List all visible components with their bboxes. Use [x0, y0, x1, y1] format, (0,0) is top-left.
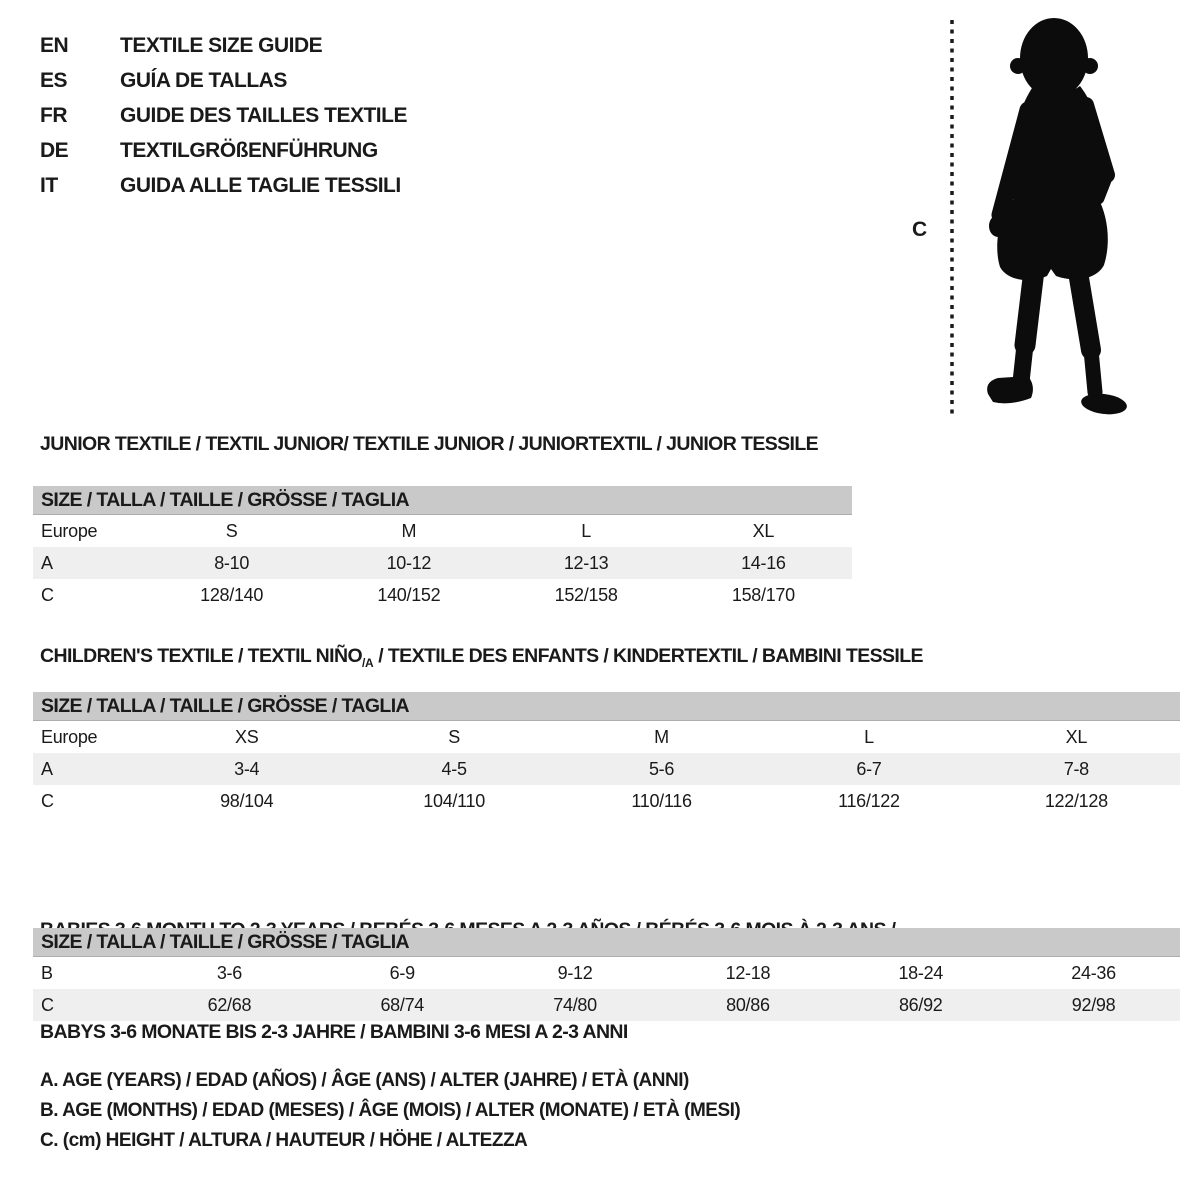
language-title: TEXTILGRÖßENFÜHRUNG [120, 138, 378, 162]
language-title-block: EN TEXTILE SIZE GUIDE ES GUÍA DE TALLAS … [40, 28, 407, 203]
table-row-months: B 3-6 6-9 9-12 12-18 18-24 24-36 [33, 957, 1180, 989]
childrens-heading-pre: CHILDREN'S TEXTILE / TEXTIL NIÑO [40, 645, 363, 667]
language-code: FR [40, 103, 68, 127]
table-row-age: A 8-10 10-12 12-13 14-16 [33, 547, 852, 579]
language-code: EN [40, 33, 69, 57]
row-label: Europe [41, 726, 98, 747]
row-label: C [41, 790, 54, 811]
cell: XS [234, 726, 259, 747]
row-label: C [41, 994, 54, 1015]
table-row-height: C 128/140 140/152 152/158 158/170 [33, 579, 852, 611]
height-label-c: C [912, 218, 928, 241]
cell: 152/158 [554, 584, 618, 605]
cell: 6-7 [856, 758, 882, 779]
table-row-europe: Europe S M L XL [33, 515, 852, 547]
language-title: TEXTILE SIZE GUIDE [120, 33, 323, 57]
table-row-europe: Europe XS S M L XL [33, 721, 1180, 753]
cell: 128/140 [200, 584, 264, 605]
footnotes-block: A. AGE (YEARS) / EDAD (AÑOS) / ÂGE (ANS)… [40, 1066, 741, 1156]
footnote-a: A. AGE (YEARS) / EDAD (AÑOS) / ÂGE (ANS)… [40, 1070, 689, 1091]
language-code: DE [40, 138, 69, 162]
table-row-height: C 62/68 68/74 74/80 80/86 86/92 92/98 [33, 989, 1180, 1021]
cell: 3-6 [216, 962, 242, 983]
row-label: B [41, 962, 53, 983]
cell: 3-4 [234, 758, 260, 779]
footnote-b: B. AGE (MONTHS) / EDAD (MESES) / ÂGE (MO… [40, 1100, 741, 1121]
cell: 104/110 [423, 790, 485, 811]
table-row-age: A 3-4 4-5 5-6 6-7 7-8 [33, 753, 1180, 785]
childrens-heading-post: / TEXTILE DES ENFANTS / KINDERTEXTIL / B… [373, 645, 923, 667]
footnote-c: C. (cm) HEIGHT / ALTURA / HAUTEUR / HÖHE… [40, 1130, 528, 1151]
cell: 14-16 [741, 552, 786, 573]
cell: 9-12 [557, 962, 593, 983]
cell: XL [1065, 726, 1088, 747]
cell: 12-18 [725, 962, 771, 983]
cell: 116/122 [838, 790, 900, 811]
cell: M [401, 520, 417, 541]
cell: 12-13 [563, 552, 609, 573]
cell: 18-24 [898, 962, 943, 983]
language-row-fr: FR GUIDE DES TAILLES TEXTILE [40, 98, 407, 133]
cell: 140/152 [377, 584, 441, 605]
cell: 62/68 [207, 994, 252, 1015]
cell: 92/98 [1071, 994, 1116, 1015]
language-title: GUIDA ALLE TAGLIE TESSILI [120, 173, 401, 197]
cell: 6-9 [389, 962, 415, 983]
language-code: ES [40, 68, 68, 92]
childrens-heading-sub: /A [362, 656, 374, 670]
language-title: GUÍA DE TALLAS [120, 68, 287, 92]
cell: XL [752, 520, 775, 541]
language-row-it: IT GUIDA ALLE TAGLIE TESSILI [40, 168, 407, 203]
language-title: GUIDE DES TAILLES TEXTILE [120, 103, 407, 127]
cell: 74/80 [553, 994, 597, 1015]
cell: 122/128 [1044, 790, 1108, 811]
language-row-es: ES GUÍA DE TALLAS [40, 63, 407, 98]
baby-silhouette-icon [987, 18, 1127, 415]
size-band: SIZE / TALLA / TAILLE / GRÖSSE / TAGLIA [33, 928, 1180, 957]
language-row-en: EN TEXTILE SIZE GUIDE [40, 28, 407, 63]
cell: 80/86 [726, 994, 770, 1015]
cell: 4-5 [441, 758, 467, 779]
cell: M [654, 726, 669, 747]
table-row-height: C 98/104 104/110 110/116 116/122 122/128 [33, 785, 1180, 817]
baby-figure [950, 18, 1127, 415]
row-label: A [41, 758, 53, 779]
cell: 98/104 [220, 790, 274, 811]
size-band: SIZE / TALLA / TAILLE / GRÖSSE / TAGLIA [33, 692, 1180, 721]
childrens-table: SIZE / TALLA / TAILLE / GRÖSSE / TAGLIA … [33, 692, 1180, 817]
cell: 86/92 [898, 994, 943, 1015]
cell: 68/74 [380, 994, 425, 1015]
row-label: A [41, 552, 53, 573]
language-row-de: DE TEXTILGRÖßENFÜHRUNG [40, 133, 407, 168]
junior-table: SIZE / TALLA / TAILLE / GRÖSSE / TAGLIA … [33, 486, 852, 611]
cell: L [581, 520, 591, 541]
row-label: C [41, 584, 54, 605]
size-band: SIZE / TALLA / TAILLE / GRÖSSE / TAGLIA [33, 486, 852, 515]
junior-heading: JUNIOR TEXTILE / TEXTIL JUNIOR/ TEXTILE … [40, 433, 819, 455]
babies-heading-line2: BABYS 3-6 MONATE BIS 2-3 JAHRE / BAMBINI… [40, 1021, 628, 1043]
cell: 24-36 [1071, 962, 1116, 983]
cell: 158/170 [731, 584, 795, 605]
cell: L [864, 726, 874, 747]
language-code: IT [40, 173, 58, 197]
cell: 110/116 [631, 790, 692, 811]
childrens-heading: CHILDREN'S TEXTILE / TEXTIL NIÑO/A / TEX… [40, 645, 924, 670]
cell: S [448, 726, 460, 747]
cell: 5-6 [648, 758, 675, 779]
cell: 10-12 [386, 552, 432, 573]
row-label: Europe [41, 520, 98, 541]
cell: S [225, 520, 238, 541]
babies-table: SIZE / TALLA / TAILLE / GRÖSSE / TAGLIA … [33, 928, 1180, 1021]
cell: 7-8 [1063, 758, 1089, 779]
cell: 8-10 [214, 552, 250, 573]
